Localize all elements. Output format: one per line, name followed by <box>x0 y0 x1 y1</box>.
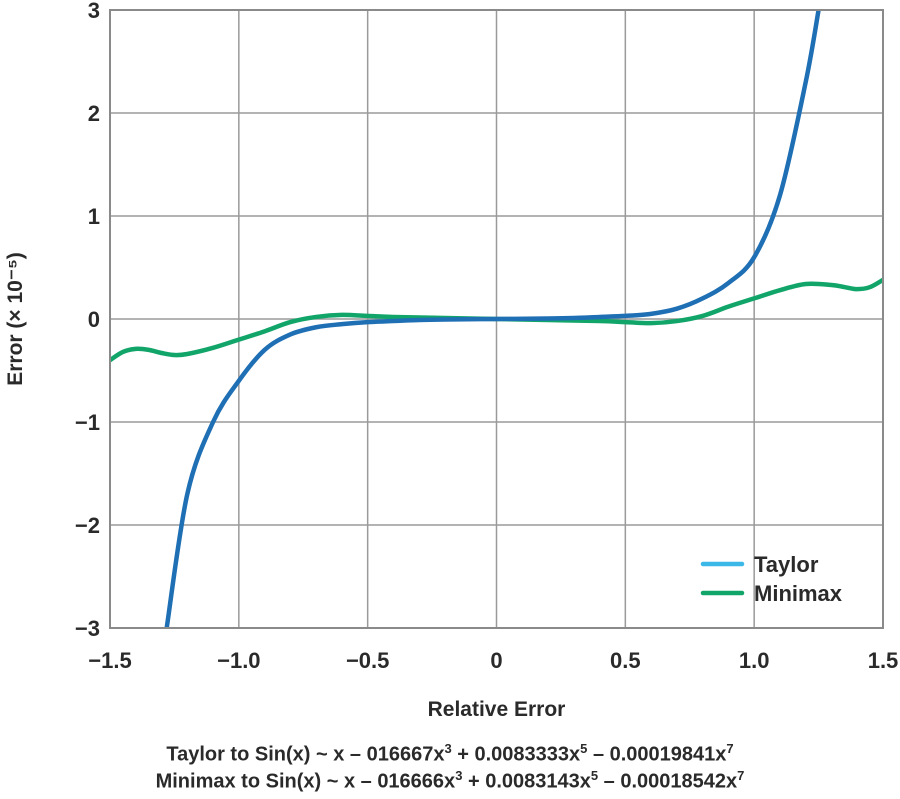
y-tick-label: −2 <box>75 513 100 538</box>
y-axis-title: Error (× 10⁻⁵) <box>4 252 27 386</box>
caption-taylor-mid1: + 0.0083333x <box>451 743 581 766</box>
x-tick-label: −1.5 <box>88 648 131 673</box>
x-tick-label: 1.5 <box>868 648 899 673</box>
x-axis-title: Relative Error <box>428 698 566 721</box>
legend-label-minimax: Minimax <box>754 581 843 606</box>
x-tick-label: 0.5 <box>610 648 641 673</box>
x-tick-label: −1.0 <box>217 648 260 673</box>
y-tick-label: 2 <box>88 101 100 126</box>
caption-taylor-prefix: Taylor to Sin(x) ~ x – 016667x <box>166 743 445 766</box>
legend: Taylor Minimax <box>700 552 843 606</box>
caption-minimax-prefix: Minimax to Sin(x) ~ x – 016666x <box>155 770 456 793</box>
plot-frame <box>109 9 884 629</box>
caption-taylor-exp2: 5 <box>580 741 588 756</box>
caption-taylor-exp3: 7 <box>726 741 734 756</box>
caption-taylor: Taylor to Sin(x) ~ x – 016667x3 + 0.0083… <box>0 741 900 767</box>
error-chart: −1.5 −1.0 −0.5 0 0.5 1.0 1.5 3 2 1 0 −1 −2 −3 Relati… <box>4 0 898 721</box>
caption-minimax-mid1: + 0.0083143x <box>462 770 591 793</box>
x-tick-label: −0.5 <box>346 648 389 673</box>
series-lines <box>110 10 883 628</box>
x-tick-label: 1.0 <box>739 648 770 673</box>
caption-minimax-mid2: – 0.00018542x <box>598 770 738 793</box>
y-tick-label: −1 <box>75 410 100 435</box>
legend-label-taylor: Taylor <box>754 552 819 577</box>
x-tick-label: 0 <box>490 648 502 673</box>
y-tick-label: 1 <box>88 204 100 229</box>
y-tick-label: −3 <box>75 616 100 641</box>
caption-minimax-exp2: 5 <box>590 768 599 783</box>
caption-minimax: Minimax to Sin(x) ~ x – 016666x3 + 0.008… <box>0 768 900 794</box>
y-tick-label: 0 <box>88 307 100 332</box>
caption-taylor-exp1: 3 <box>444 741 452 756</box>
caption-minimax-exp3: 7 <box>737 768 745 783</box>
y-tick-labels: 3 2 1 0 −1 −2 −3 <box>75 0 100 641</box>
caption-taylor-mid2: – 0.00019841x <box>587 743 727 766</box>
caption-minimax-exp1: 3 <box>455 768 463 783</box>
y-tick-label: 3 <box>88 0 100 23</box>
series-line-taylor <box>164 10 821 628</box>
x-tick-labels: −1.5 −1.0 −0.5 0 0.5 1.0 1.5 <box>88 648 898 673</box>
